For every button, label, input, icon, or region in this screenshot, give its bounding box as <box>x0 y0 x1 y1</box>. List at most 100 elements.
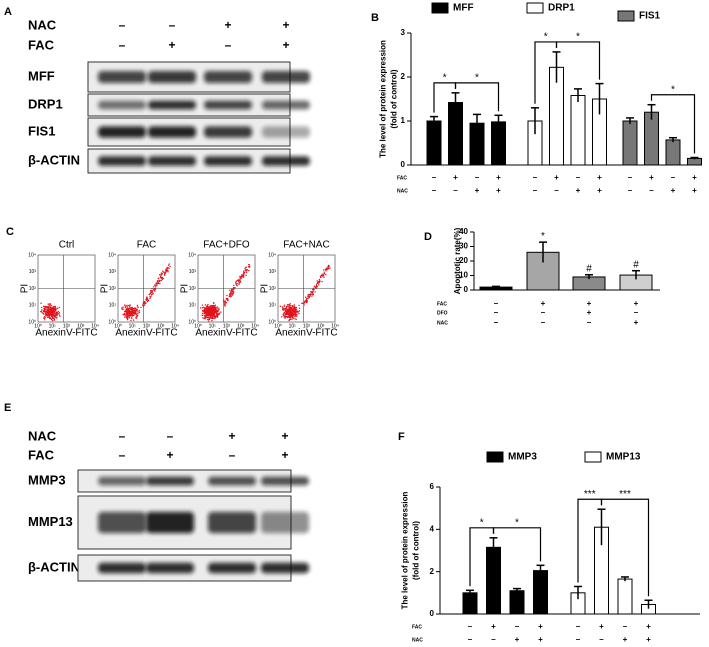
blot-band <box>262 126 310 138</box>
flow-dot <box>164 274 166 276</box>
condition-label: NAC <box>397 188 408 194</box>
flow-dot <box>45 308 47 310</box>
flow-dot <box>316 286 318 288</box>
y-axis-label: The level of protein expression <box>379 40 388 158</box>
flow-dot <box>56 307 59 309</box>
flow-dot <box>286 309 289 311</box>
flow-dot <box>238 280 240 283</box>
flow-dot <box>326 267 329 269</box>
flow-dot <box>140 306 142 309</box>
blot-band <box>261 476 309 486</box>
flow-dot <box>58 306 61 309</box>
flow-dot <box>135 315 138 318</box>
flow-dot <box>160 276 162 279</box>
significance-bracket <box>600 498 650 597</box>
condition-sign: + <box>634 318 639 327</box>
flow-dot <box>315 287 317 289</box>
flow-dot <box>248 263 250 266</box>
significance-label: * <box>475 72 479 83</box>
flow-dot <box>217 313 219 315</box>
flow-dot <box>131 306 133 309</box>
flow-dot <box>213 310 215 313</box>
flow-dot <box>126 307 129 310</box>
flow-dot <box>290 305 292 307</box>
flow-dot <box>132 319 135 321</box>
flow-dot <box>294 318 296 320</box>
flow-dot <box>210 304 213 307</box>
flow-dot <box>150 295 152 297</box>
flow-dot <box>285 308 288 310</box>
flow-dot <box>51 311 54 313</box>
flow-x-tick: 10³ <box>157 323 165 329</box>
flow-dot <box>40 310 43 312</box>
flow-y-tick: 10² <box>269 286 277 292</box>
condition-sign: – <box>576 622 581 631</box>
condition-sign: + <box>649 173 654 182</box>
flow-dot <box>201 312 204 315</box>
flow-y-tick: 10¹ <box>269 303 277 309</box>
flow-dot <box>44 305 47 307</box>
flow-dot <box>127 310 129 313</box>
legend-swatch <box>486 451 504 463</box>
flow-dot <box>239 278 241 280</box>
flow-dot <box>247 266 250 268</box>
flow-dot <box>248 269 250 272</box>
flow-dot <box>52 308 54 311</box>
flow-dot <box>233 284 235 287</box>
flow-dot <box>137 311 139 313</box>
flow-dot <box>147 299 149 302</box>
flow-dot <box>49 307 52 309</box>
flow-dot <box>213 315 215 317</box>
flow-dot <box>290 318 292 321</box>
flow-dot <box>230 294 232 296</box>
blot-band <box>146 562 194 574</box>
condition-sign: + <box>281 429 288 443</box>
flow-dot <box>130 313 133 315</box>
flow-y-tick: 10³ <box>269 269 277 275</box>
condition-sign: – <box>169 18 176 32</box>
flow-dot <box>295 306 298 309</box>
flow-dot <box>167 264 170 266</box>
blot-band <box>148 126 196 138</box>
condition-sign: + <box>646 635 651 644</box>
flow-dot <box>214 305 216 307</box>
flow-dot <box>153 290 155 292</box>
flow-dot <box>41 309 43 311</box>
condition-sign: + <box>587 299 592 308</box>
bar <box>687 157 702 166</box>
flow-dot <box>156 285 158 287</box>
flow-dot <box>149 293 152 295</box>
flow-dot <box>297 311 300 313</box>
flow-dot <box>151 290 153 293</box>
legend-label: DRP1 <box>548 3 575 14</box>
flow-dot <box>50 318 53 321</box>
blot-band <box>262 156 310 166</box>
flow-dot <box>244 268 246 270</box>
flow-dot <box>124 310 127 313</box>
flow-y-label: PI <box>260 284 271 293</box>
flow-dot <box>129 314 131 317</box>
flow-dot <box>126 314 129 317</box>
blot-band <box>261 562 309 574</box>
flow-dot <box>323 271 326 273</box>
y-tick-label: 1 <box>401 116 406 125</box>
blot-band <box>98 71 146 83</box>
flow-x-tick: 10² <box>303 323 311 329</box>
flow-dot <box>243 276 245 278</box>
condition-label: FAC <box>28 37 55 52</box>
flow-dot <box>209 309 212 311</box>
flow-dot <box>208 311 211 313</box>
flow-dot <box>206 307 209 310</box>
condition-sign: + <box>587 308 592 317</box>
flow-y-tick: 10¹ <box>29 303 37 309</box>
flow-title: FAC+DFO <box>203 240 250 251</box>
condition-sign: – <box>515 622 520 631</box>
flow-dot <box>303 301 306 304</box>
flow-dot <box>43 309 46 311</box>
flow-dot <box>320 276 322 279</box>
flow-dot <box>145 297 148 300</box>
flow-dot <box>320 274 322 277</box>
flow-dot <box>316 283 318 285</box>
flow-dot <box>53 316 55 318</box>
blot-band <box>208 511 256 534</box>
